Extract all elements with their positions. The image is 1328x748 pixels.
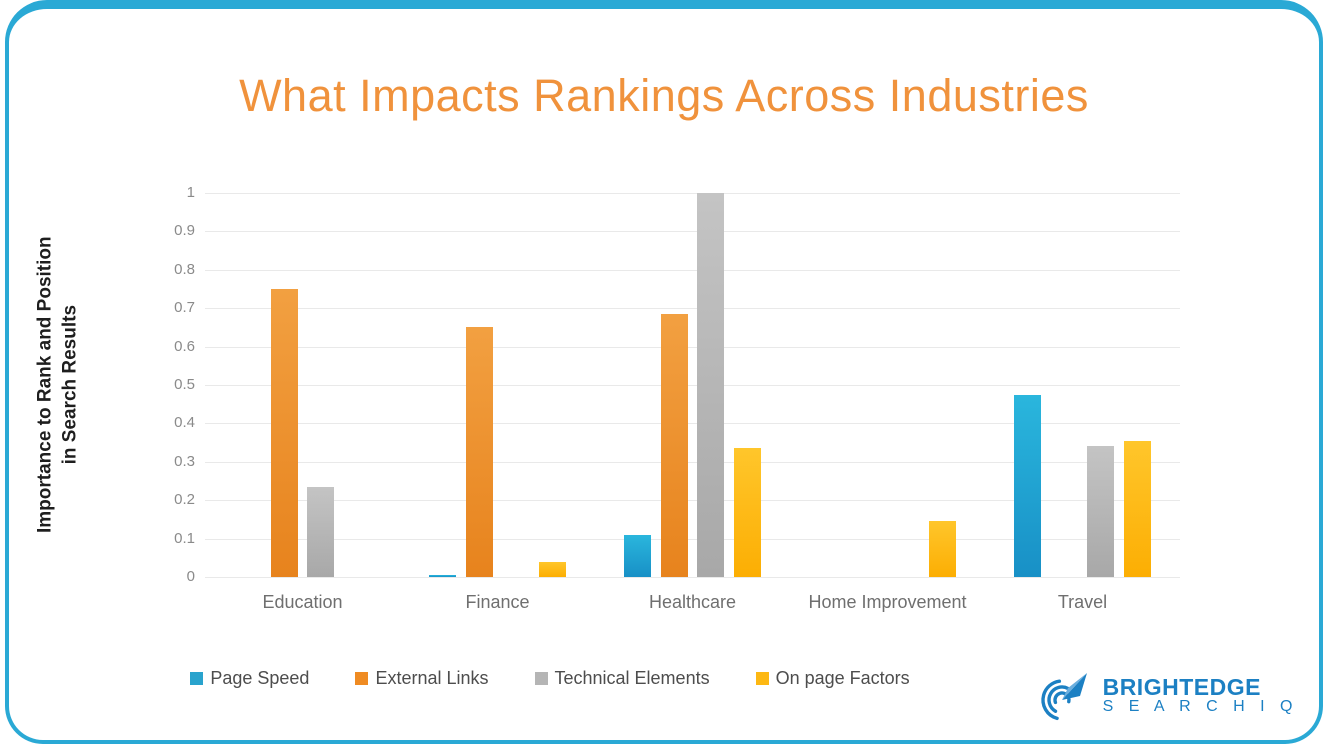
gridline xyxy=(205,385,1180,386)
gridline xyxy=(205,346,1180,348)
y-tick-label: 1 xyxy=(186,184,195,201)
bar-technical-elements-travel xyxy=(1087,446,1115,577)
bar-external-links-finance xyxy=(465,327,493,577)
x-category-label: Finance xyxy=(465,592,530,612)
bar-on-page-factors-healthcare xyxy=(733,448,761,577)
y-tick-label: 0.3 xyxy=(174,452,195,470)
bar-page-speed-finance xyxy=(429,575,457,577)
gridline xyxy=(205,269,1180,271)
y-tick-label: 0.9 xyxy=(174,222,195,240)
x-category-label: Travel xyxy=(1057,592,1108,612)
logo-arrow-light xyxy=(1061,673,1087,700)
y-tick-label: 0.7 xyxy=(174,299,195,317)
gridline xyxy=(205,308,1180,310)
bar-external-links-education xyxy=(270,289,298,577)
bar-on-page-factors-home-improvement xyxy=(928,521,956,577)
legend-swatch xyxy=(755,672,769,685)
x-category-label: Home Improvement xyxy=(808,592,967,612)
legend-swatch xyxy=(355,672,369,685)
y-axis-label-line1: Importance to Rank and Position xyxy=(34,236,56,534)
gridline xyxy=(205,500,1180,502)
bar-external-links-healthcare xyxy=(660,313,688,577)
legend-item-external-links: External Links xyxy=(355,668,489,689)
y-tick-label: 0.4 xyxy=(174,414,195,432)
y-tick-label: 0.5 xyxy=(174,376,195,393)
legend-swatch xyxy=(190,672,204,685)
chart-title: What Impacts Rankings Across Industries xyxy=(239,70,1089,121)
gridline xyxy=(205,423,1180,425)
legend-label: On page Factors xyxy=(775,668,910,688)
bar-technical-elements-education xyxy=(307,486,335,577)
y-axis-label-container: Importance to Rank and Position in Searc… xyxy=(18,193,98,577)
chart-legend: Page Speed External Links Technical Elemen… xyxy=(0,668,1100,689)
legend-item-on-page-factors: On page Factors xyxy=(755,668,910,689)
gridline xyxy=(205,538,1180,540)
bar-on-page-factors-finance xyxy=(538,561,566,577)
logo-brand-text: BRIGHTEDGE xyxy=(1102,673,1261,700)
plot-area: 1 0.9 0.8 0.7 0.6 0.5 0.4 0.3 0.2 0.1 0 Education Fi… xyxy=(174,184,1180,612)
legend-swatch xyxy=(534,672,548,685)
gridline xyxy=(205,577,1180,578)
y-axis-label-line2: in Search Results xyxy=(59,305,80,465)
legend-item-technical-elements: Technical Elements xyxy=(534,668,710,689)
brightedge-radar-icon xyxy=(1040,673,1087,721)
y-tick-label: 0.2 xyxy=(174,491,195,509)
y-axis-label: Importance to Rank and Position in Searc… xyxy=(33,237,82,534)
y-tick-label: 0.6 xyxy=(174,337,195,355)
y-tick-label: 0.1 xyxy=(174,529,195,547)
bar-page-speed-travel xyxy=(1014,394,1042,577)
gridline xyxy=(205,461,1180,463)
logo-product-text: S E A R C H I Q xyxy=(1102,697,1298,715)
y-tick-label: 0 xyxy=(186,568,195,585)
x-category-label: Healthcare xyxy=(648,592,737,612)
legend-label: External Links xyxy=(375,668,489,688)
bar-page-speed-healthcare xyxy=(624,534,652,577)
bar-technical-elements-healthcare xyxy=(697,193,725,577)
x-category-label: Education xyxy=(262,592,343,612)
brightedge-logo: BRIGHTEDGE S E A R C H I Q xyxy=(1037,664,1298,726)
legend-label: Technical Elements xyxy=(554,668,710,688)
gridline xyxy=(205,193,1180,194)
legend-item-page-speed: Page Speed xyxy=(190,668,309,689)
bar-on-page-factors-travel xyxy=(1123,440,1151,577)
legend-label: Page Speed xyxy=(210,668,310,688)
y-tick-label: 0.8 xyxy=(174,260,195,278)
gridline xyxy=(205,231,1180,233)
